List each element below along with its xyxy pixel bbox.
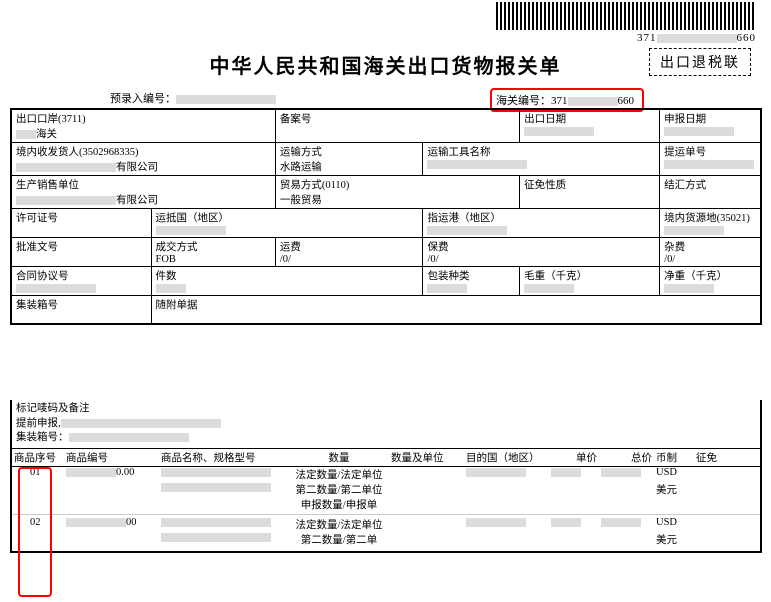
container-label: 集装箱号 — [16, 297, 147, 312]
contract-label: 合同协议号 — [16, 268, 147, 283]
pre-entry-number: 预录入编号： — [110, 90, 276, 106]
freight-value: /0/ — [280, 254, 419, 265]
export-date-label: 出口日期 — [524, 111, 655, 126]
declare-date-label: 申报日期 — [664, 111, 756, 126]
trade-mode-value: 一般贸易 — [280, 192, 515, 207]
misc-fee-label: 杂费 — [664, 239, 756, 254]
goods-section: 标记唛码及备注 提前申报, 集装箱号： 商品序号 商品编号 商品名称、规格型号 … — [10, 400, 762, 553]
approval-label: 批准文号 — [16, 239, 147, 254]
pieces-label: 件数 — [156, 268, 419, 283]
export-port-value: 海关 — [16, 126, 271, 141]
net-weight-label: 净重（千克） — [664, 268, 756, 283]
trade-mode-label: 贸易方式(0110) — [280, 177, 515, 192]
tax-refund-stamp: 出口退税联 — [649, 48, 751, 76]
dest-country-label: 运抵国（地区） — [156, 210, 419, 225]
gross-weight-label: 毛重（千克） — [524, 268, 655, 283]
origin-area-label: 境内货源地(35021) — [664, 210, 756, 225]
barcode-number: 371660 — [637, 32, 756, 44]
barcode — [496, 2, 756, 30]
export-port-label: 出口口岸(3711) — [16, 111, 271, 126]
freight-label: 运费 — [280, 239, 419, 254]
settle-mode-label: 结汇方式 — [664, 177, 756, 192]
package-label: 包装种类 — [427, 268, 515, 283]
insurance-label: 保费 — [427, 239, 655, 254]
transport-tool-label: 运输工具名称 — [427, 144, 655, 159]
bill-number-label: 提运单号 — [664, 144, 756, 159]
deal-mode-value: FOB — [156, 254, 271, 265]
attach-docs-label: 随附单据 — [156, 297, 757, 312]
deal-mode-label: 成交方式 — [156, 239, 271, 254]
record-number-label: 备案号 — [280, 111, 515, 126]
goods-table-body: 01 0.00 法定数量/法定单位 USD 第二数量/第二单位 美元 申报数量/… — [12, 467, 760, 551]
misc-fee-value: /0/ — [664, 254, 756, 265]
transport-mode-value: 水路运输 — [280, 159, 419, 174]
production-unit-value: 有限公司 — [16, 192, 271, 207]
goods-row: 01 0.00 法定数量/法定单位 USD — [12, 467, 760, 482]
transport-mode-label: 运输方式 — [280, 144, 419, 159]
dest-port-label: 指运港（地区） — [427, 210, 655, 225]
license-label: 许可证号 — [16, 210, 147, 225]
production-unit-label: 生产销售单位 — [16, 177, 271, 192]
goods-row: 02 00 法定数量/法定单位 USD — [12, 514, 760, 532]
insurance-value: /0/ — [427, 254, 655, 265]
exempt-nature-label: 征免性质 — [524, 177, 655, 192]
declaration-form-table: 出口口岸(3711) 海关 备案号 出口日期 申报日期 境内收发货人(35029… — [10, 108, 762, 325]
consignee-value: 有限公司 — [16, 159, 271, 174]
remarks-box: 标记唛码及备注 提前申报, 集装箱号： — [12, 400, 760, 449]
goods-table-header: 商品序号 商品编号 商品名称、规格型号 数量 数量及单位 目的国（地区） 单价 … — [12, 449, 760, 467]
consignee-label: 境内收发货人(3502968335) — [16, 144, 271, 159]
